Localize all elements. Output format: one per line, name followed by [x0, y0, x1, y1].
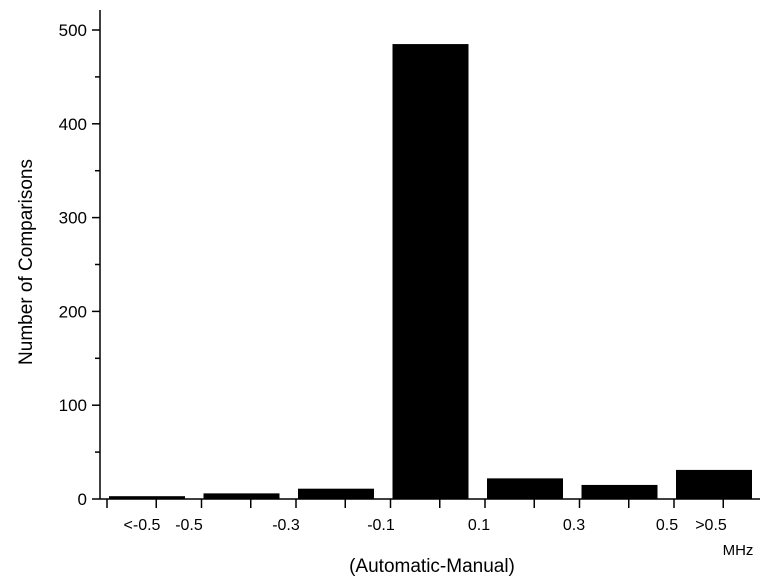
y-tick-label: 100 [59, 396, 87, 415]
bar [109, 496, 185, 499]
bar [581, 484, 658, 499]
x-tick-label: -0.1 [367, 517, 395, 534]
x-tick-label: -0.5 [175, 517, 203, 534]
bar [676, 469, 752, 499]
x-axis-unit: MHz [723, 542, 754, 559]
y-tick-label: 0 [78, 490, 87, 509]
y-tick-label: 300 [59, 209, 87, 228]
x-axis: <-0.5 -0.5 -0.3 -0.1 0.1 0.3 0.5 >0.5 [100, 498, 760, 534]
x-axis-label: (Automatic-Manual) [349, 556, 515, 577]
bars [109, 44, 752, 499]
y-axis-label: Number of Comparisons [16, 159, 37, 365]
y-tick-label: 400 [59, 115, 87, 134]
x-tick-label: 0.1 [468, 517, 490, 534]
bar [392, 44, 469, 499]
x-tick-label: >0.5 [695, 517, 727, 534]
x-tick-label: 0.3 [563, 517, 585, 534]
bar [487, 478, 563, 499]
x-tick-label: -0.3 [272, 517, 300, 534]
y-tick-label: 500 [59, 21, 87, 40]
y-axis: 0 100 200 300 400 500 [59, 10, 101, 509]
bar [203, 493, 280, 499]
bar [298, 488, 374, 499]
x-tick-label: <-0.5 [124, 517, 161, 534]
x-tick-label: 0.5 [656, 517, 678, 534]
y-tick-label: 200 [59, 302, 87, 321]
